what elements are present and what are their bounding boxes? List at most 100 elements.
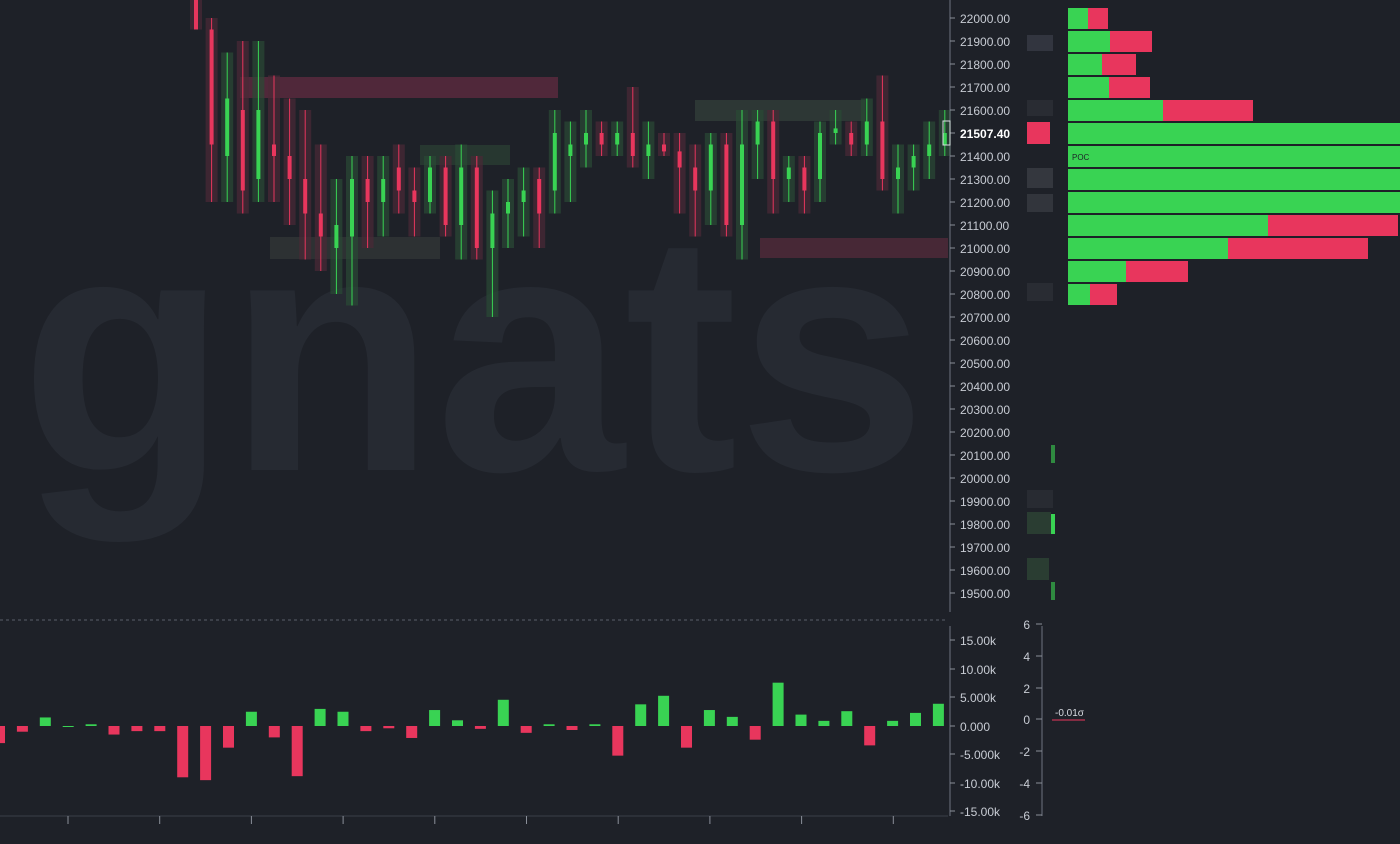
delta-tick-label: 10.00k: [960, 663, 997, 677]
candle-body: [412, 190, 417, 202]
current-price-marker: [1027, 122, 1050, 144]
candle-body: [474, 167, 479, 248]
price-tick-label: 19900.00: [960, 495, 1010, 509]
profile-bar-sell: [1110, 31, 1152, 52]
delta-bar: [818, 720, 830, 726]
candle-body: [911, 156, 916, 168]
price-tick-label: 21507.40: [960, 127, 1010, 141]
price-tick-label: 21700.00: [960, 81, 1010, 95]
current-price-cursor: [942, 120, 951, 146]
delta-bar: [612, 726, 624, 756]
candle-body: [365, 179, 370, 202]
price-tick-label: 20800.00: [960, 288, 1010, 302]
delta-bar: [291, 726, 303, 777]
price-tick-label: 20000.00: [960, 472, 1010, 486]
profile-bar-sell: [1109, 77, 1150, 98]
delta-tick-label: -10.00k: [960, 777, 1001, 791]
time-axis-ticks: [67, 816, 894, 824]
delta-bar: [177, 726, 189, 778]
profile-bar-buy: [1068, 261, 1126, 282]
candle-body: [318, 213, 323, 237]
profile-bar-buy: [1068, 100, 1163, 121]
price-tick-label: 20500.00: [960, 357, 1010, 371]
delta-tick-label: 0.000: [960, 720, 990, 734]
price-axis[interactable]: 22000.00 21900.00 21800.00 21700.00 21600.00…: [950, 12, 1010, 601]
mini-profile-cell: [1027, 283, 1053, 301]
mini-profile-bar: [1051, 582, 1055, 600]
candle-body: [615, 133, 620, 145]
delta-tick-label: 15.00k: [960, 634, 997, 648]
candle-body: [459, 167, 464, 225]
candle-body: [740, 144, 744, 225]
sigma-tick-label: -4: [1019, 777, 1030, 791]
delta-bar: [200, 726, 212, 781]
price-tick-label: 21800.00: [960, 58, 1010, 72]
sigma-tick-label: -2: [1019, 745, 1030, 759]
candle-body: [755, 121, 760, 145]
delta-bar: [16, 726, 28, 732]
price-tick-label: 21400.00: [960, 150, 1010, 164]
mini-profile-cell: [1027, 512, 1051, 534]
price-tick-label: 19800.00: [960, 518, 1010, 532]
candle-body: [334, 225, 339, 248]
mini-profile-cell: [1027, 558, 1049, 580]
delta-bar: [314, 708, 326, 726]
candle-body: [942, 133, 947, 145]
candle-body: [490, 213, 495, 248]
profile-bar-buy: [1068, 215, 1268, 236]
delta-bar: [749, 726, 761, 740]
delta-bar: [795, 714, 807, 726]
candle-body: [818, 133, 822, 179]
price-tick-label: 21900.00: [960, 35, 1010, 49]
profile-bar-sell: [1102, 54, 1136, 75]
candle-body: [646, 144, 651, 156]
candle-body: [896, 167, 900, 179]
candle-body: [194, 0, 198, 30]
delta-tick-label: 5.000k: [960, 691, 997, 705]
price-tick-label: 20300.00: [960, 403, 1010, 417]
profile-bar-buy: [1068, 192, 1400, 213]
candles-layer[interactable]: [190, 0, 951, 317]
price-tick-label: 19500.00: [960, 587, 1010, 601]
candle-body: [802, 167, 807, 191]
mini-profile-cell: [1027, 35, 1053, 51]
delta-tick-label: -5.000k: [960, 748, 1001, 762]
delta-tick-label: -15.00k: [960, 805, 1001, 819]
price-tick-label: 20700.00: [960, 311, 1010, 325]
mini-profile-cell: [1027, 100, 1053, 116]
sigma-tick-label: 4: [1023, 650, 1030, 664]
sigma-tick-label: 2: [1023, 682, 1030, 696]
delta-bar: [681, 726, 692, 748]
candle-body: [568, 144, 573, 156]
profile-bar-buy: [1068, 238, 1228, 259]
profile-bar-buy: [1068, 54, 1102, 75]
mini-profile-bar: [1051, 514, 1055, 534]
profile-bar-sell: [1228, 238, 1368, 259]
delta-bar: [383, 726, 395, 729]
mini-profile-cell: [1027, 194, 1053, 212]
delta-bar: [452, 720, 463, 726]
profile-bar-sell: [1126, 261, 1188, 282]
delta-bar: [566, 726, 578, 730]
delta-bar: [337, 711, 349, 726]
delta-bar: [154, 726, 166, 732]
delta-bar: [429, 710, 441, 726]
delta-bar: [406, 726, 418, 738]
delta-bar: [108, 726, 120, 735]
price-tick-label: 21100.00: [960, 219, 1009, 233]
delta-bar: [474, 726, 486, 729]
delta-bar: [543, 724, 555, 726]
price-tick-label: 19700.00: [960, 541, 1010, 555]
delta-axis: 15.00k 10.00k 5.000k 0.000 -5.000k -10.00k -15…: [950, 634, 1001, 819]
price-tick-label: 21000.00: [960, 242, 1010, 256]
delta-bar: [658, 695, 670, 726]
mini-profile-bar: [1051, 445, 1055, 463]
price-tick-label: 20600.00: [960, 334, 1010, 348]
profile-bar-sell: [1163, 100, 1253, 121]
candle-body: [209, 29, 214, 145]
delta-bar: [62, 726, 74, 727]
delta-bar: [589, 724, 601, 726]
delta-bar: [910, 712, 921, 726]
price-tick-label: 19600.00: [960, 564, 1010, 578]
